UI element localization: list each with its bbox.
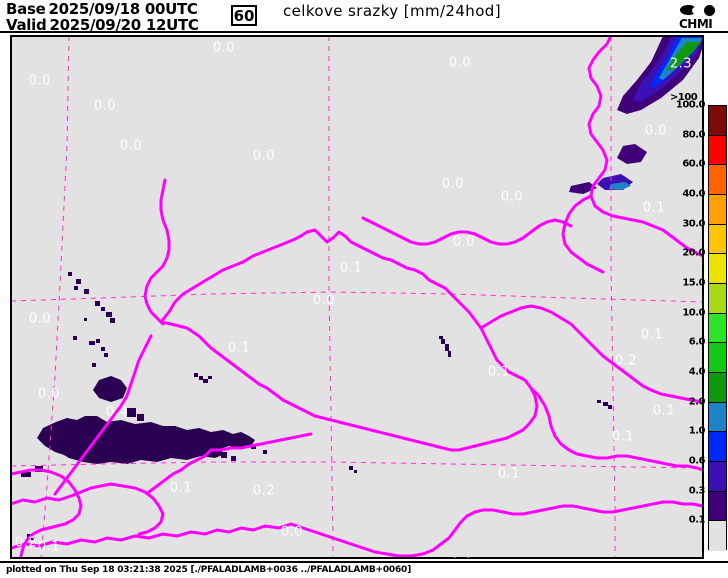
station-value-label: 0.2 <box>14 535 38 551</box>
station-value-label: 0.1 <box>611 429 635 445</box>
station-value-label: 0.0 <box>452 234 476 250</box>
station-value-label: 0.1 <box>497 466 521 482</box>
station-value-label: 0.0 <box>644 123 668 139</box>
legend-tick-label: 20.0 <box>682 247 705 259</box>
station-value-label: 0.0 <box>312 293 336 309</box>
station-value-label: 0.0 <box>500 189 524 205</box>
legend-color-segment <box>709 195 726 225</box>
legend-tick-label: 0.3 <box>688 485 706 497</box>
map-footer: plotted on Thu Sep 18 03:21:38 2025 [./P… <box>0 561 728 578</box>
station-value-label: 0.1 <box>37 539 61 555</box>
legend-color-segment <box>709 165 726 195</box>
station-value-label: 2.3 <box>669 56 693 72</box>
station-value-label: 0.0 <box>37 386 61 402</box>
legend-color-segment <box>709 432 726 462</box>
legend-tick-label: 0.6 <box>688 455 706 467</box>
base-time: 2025/09/18 00UTC <box>48 0 198 18</box>
legend-tick-label: 10.0 <box>682 307 705 319</box>
precip-field-northeast <box>569 36 703 194</box>
legend-tick-label: 0.1 <box>688 514 706 526</box>
country-borders <box>11 36 703 558</box>
graticule <box>11 36 703 558</box>
legend-color-segment <box>709 313 726 344</box>
legend-tick-label: 15.0 <box>682 277 705 289</box>
valid-time-line: Valid 2025/09/20 12UTC <box>6 16 199 34</box>
logo-circle-icon <box>704 5 715 16</box>
station-value-label: 0.0 <box>451 557 473 559</box>
logo-crescent-cut-icon <box>692 7 699 14</box>
legend-colorbar <box>708 105 727 551</box>
logo-text: CHMI <box>679 17 713 31</box>
map-graphics <box>11 36 703 558</box>
legend-tick-label: 4.0 <box>688 366 706 378</box>
station-value-label: 0.0 <box>280 524 304 540</box>
valid-label: Valid <box>6 16 47 34</box>
logo-crescent-icon <box>680 5 696 15</box>
legend-tick-label: 30.0 <box>682 218 705 230</box>
station-value-label: 0.0 <box>119 138 143 154</box>
station-value-label: 0.0 <box>212 40 236 56</box>
station-value-label: 0.0 <box>28 311 52 327</box>
legend-tick-label: 1.0 <box>688 425 706 437</box>
map-border <box>11 36 703 558</box>
legend-color-segment <box>709 106 726 136</box>
forecast-step-box: 60 <box>231 5 257 26</box>
plot-provenance-text: plotted on Thu Sep 18 03:21:38 2025 [./P… <box>6 565 412 575</box>
logo-mark-icon <box>680 3 724 17</box>
base-time-line: Base 2025/09/18 00UTC <box>6 0 198 18</box>
station-value-label: 0.0 <box>441 176 465 192</box>
legend-color-segment <box>709 491 726 522</box>
legend-color-segment <box>709 224 726 255</box>
legend-color-segment <box>709 373 726 403</box>
legend-tick-label: 60.0 <box>682 158 705 170</box>
chmi-logo: CHMI <box>678 3 724 31</box>
legend-tick-label: 6.0 <box>688 336 706 348</box>
station-value-label: 0.1 <box>339 260 363 276</box>
map-viewport[interactable]: 0.0 0.0 0.0 0.0 0.0 0.0 0.0 0.0 0.0 0.0 0.0 2.3 0.0 0… <box>10 35 704 559</box>
station-value-label: 0.0 <box>448 55 472 71</box>
legend-tick-label: 40.0 <box>682 188 705 200</box>
page-title: celkove srazky [mm/24hod] <box>283 2 501 20</box>
legend-color-segment <box>709 343 726 373</box>
legend-tick-label: 100.0 <box>675 99 706 111</box>
station-value-label: 0.2 <box>252 483 276 499</box>
precip-field-alps <box>21 376 267 477</box>
station-value-label: 0.4 <box>105 404 129 420</box>
station-value-label: 0.0 <box>252 148 276 164</box>
legend-color-segment <box>709 521 726 551</box>
legend-tick-label: 2.0 <box>688 396 706 408</box>
station-value-label: 0.1 <box>169 480 193 496</box>
legend-color-segment <box>709 135 726 166</box>
legend-color-segment <box>709 462 726 492</box>
legend-overflow-label: >100 <box>670 92 698 103</box>
legend-color-segment <box>709 254 726 284</box>
precip-cells-scattered <box>27 272 612 540</box>
station-value-label: 0.1 <box>487 364 511 380</box>
station-value-label: 0.0 <box>28 73 52 89</box>
station-value-label: 0.1 <box>652 403 676 419</box>
legend-color-segment <box>709 402 726 433</box>
station-value-label: 0.1 <box>642 200 666 216</box>
map-header: Base 2025/09/18 00UTC Valid 2025/09/20 12U… <box>0 0 728 34</box>
station-value-label: 0.1 <box>640 327 664 343</box>
base-label: Base <box>6 0 46 18</box>
legend-tick-label: 80.0 <box>682 129 705 141</box>
station-value-label: 0.0 <box>93 98 117 114</box>
legend-color-segment <box>709 284 726 314</box>
station-value-label: 0.1 <box>227 340 251 356</box>
valid-time: 2025/09/20 12UTC <box>49 16 199 34</box>
station-value-label: 0.2 <box>614 353 638 369</box>
